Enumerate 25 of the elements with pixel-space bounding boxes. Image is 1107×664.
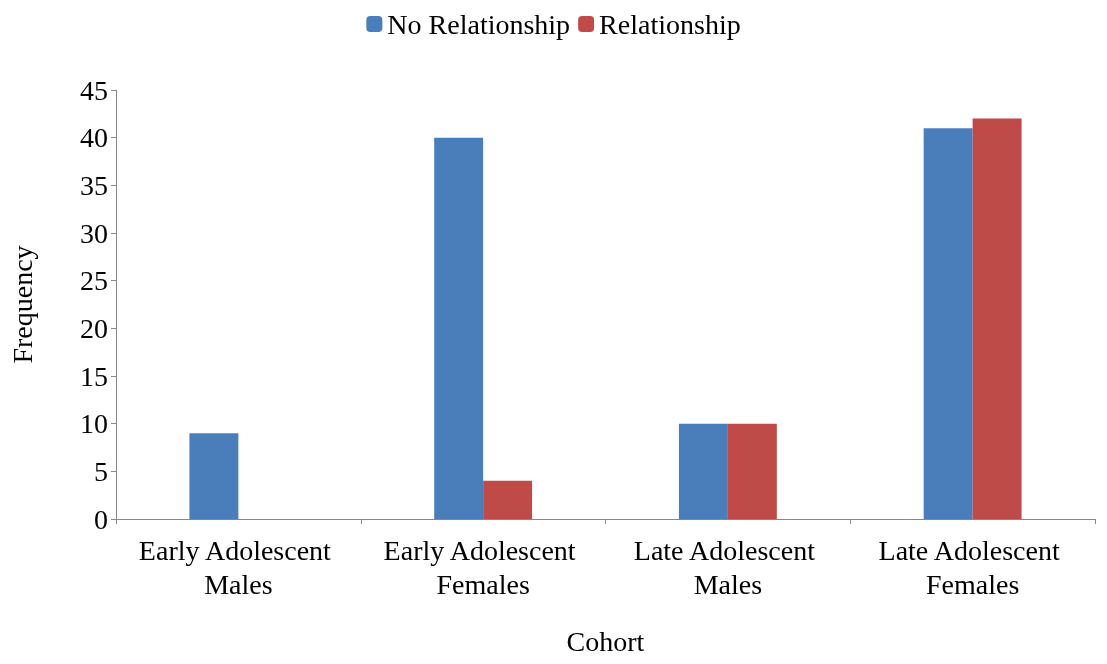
bar [923,128,973,519]
bar [483,480,533,519]
x-tick-label: Early Adolescent Males [138,534,338,600]
y-axis-title: Frequency [6,245,38,364]
y-tick-label: 30 [80,217,108,249]
x-tick-label: Late Adolescent Females [878,534,1067,600]
y-tick-label: 35 [80,169,108,201]
y-tick-label: 45 [80,74,108,106]
y-tick-label: 20 [80,312,108,344]
bar [434,137,484,519]
bar [727,423,777,519]
legend-label: Relationship [599,8,741,40]
y-tick-label: 5 [94,455,108,487]
y-tick-label: 25 [80,265,108,297]
y-tick-label: 10 [80,408,108,440]
bar [189,433,239,519]
y-tick-label: 0 [94,503,108,535]
y-tick-label: 40 [80,122,108,154]
bar [972,118,1022,519]
y-tick-label: 15 [80,360,108,392]
x-tick-label: Late Adolescent Males [633,534,822,600]
x-axis-title: Cohort [566,625,645,657]
legend-label: No Relationship [387,8,571,40]
x-tick-label: Early Adolescent Females [383,534,583,600]
bar [678,423,728,519]
